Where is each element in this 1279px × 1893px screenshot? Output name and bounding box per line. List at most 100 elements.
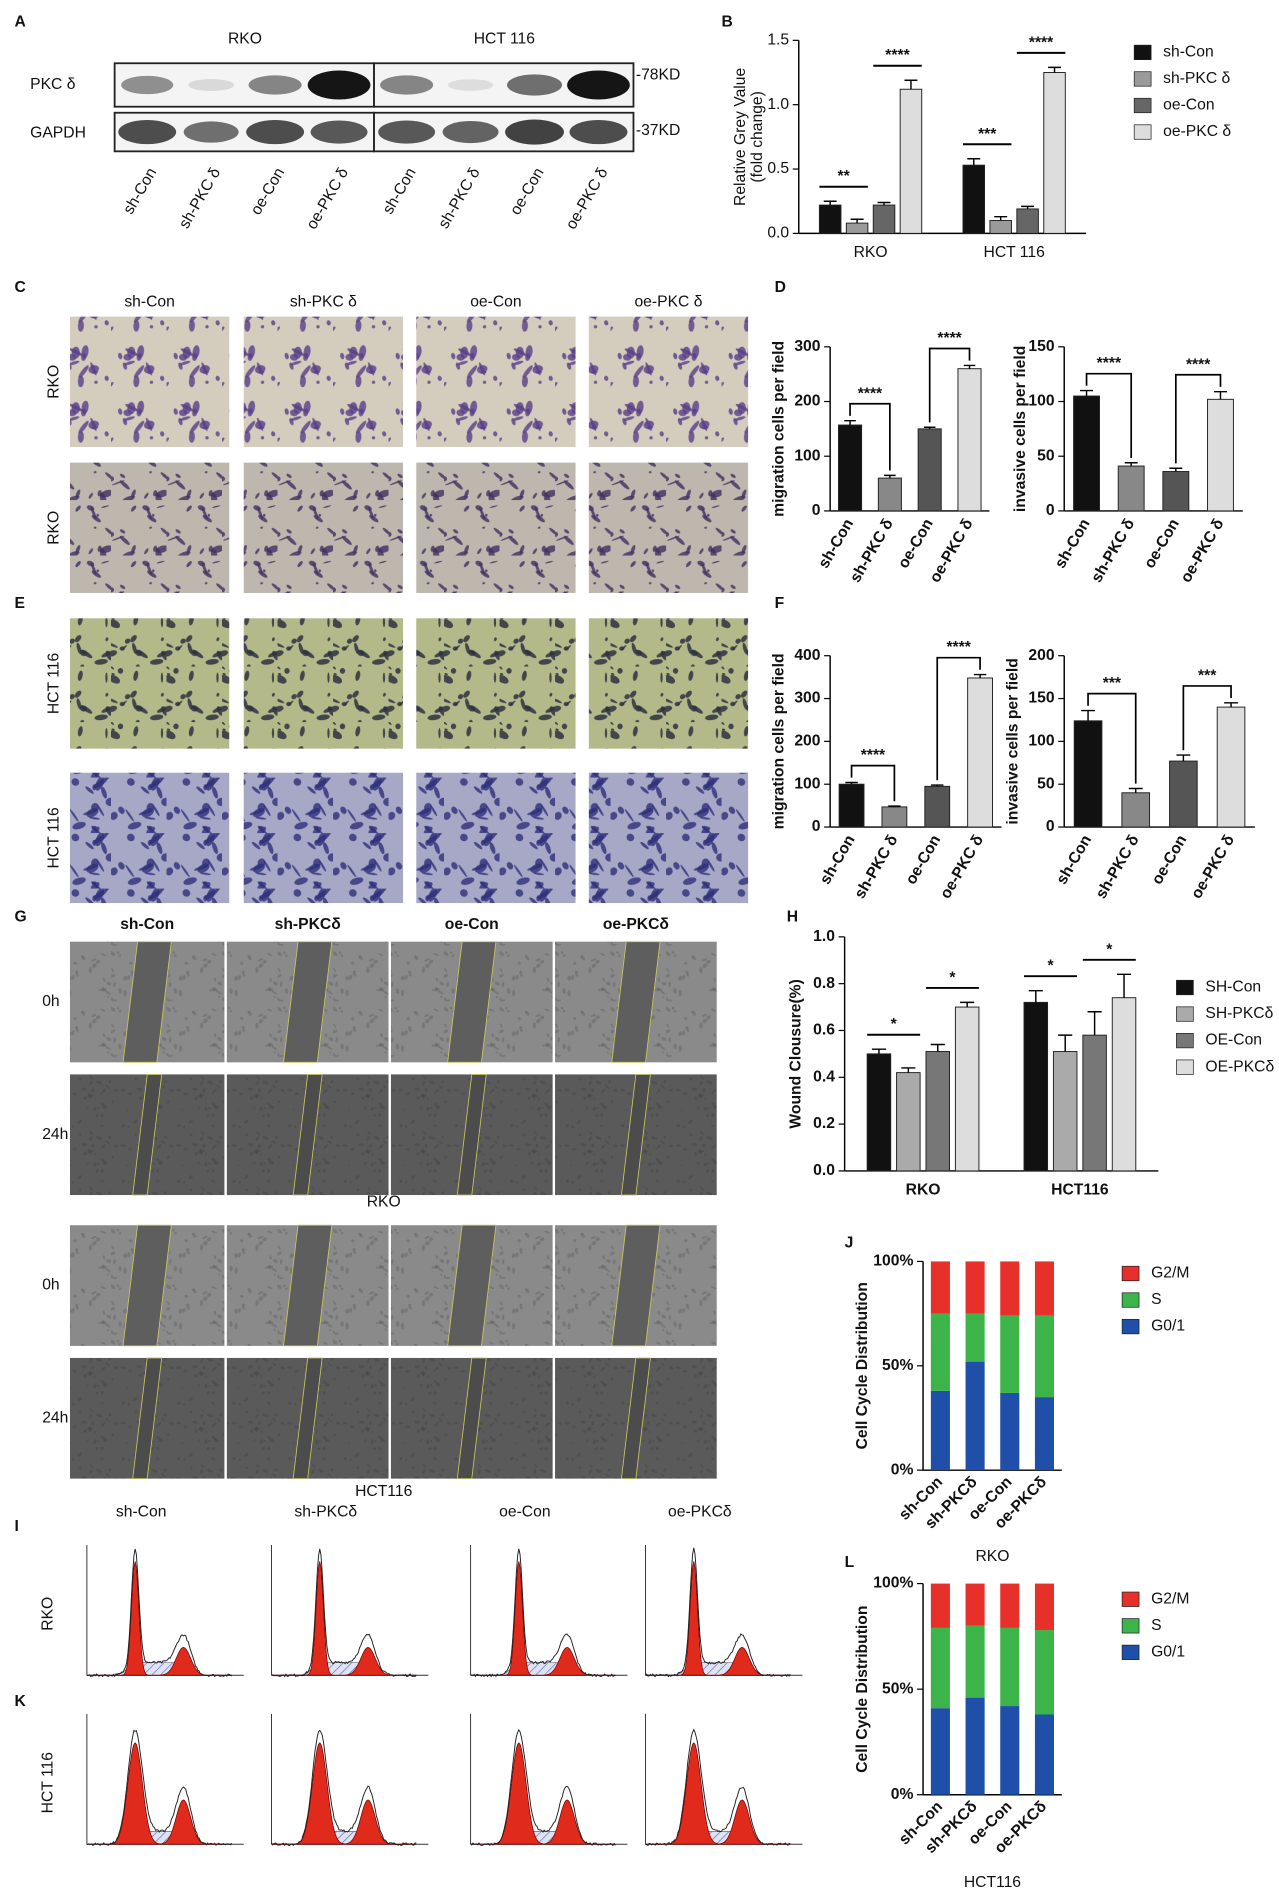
legend-label: sh-Con bbox=[1163, 44, 1214, 61]
micrograph bbox=[243, 462, 404, 593]
significance-bracket bbox=[849, 402, 891, 471]
lane-label: sh-PKC δ bbox=[176, 165, 224, 232]
row-label: RKO bbox=[45, 365, 62, 399]
x-tick-label: oe-PKC δ bbox=[937, 832, 987, 902]
significance-bracket bbox=[850, 764, 896, 802]
x-tick-label: sh-PKC δ bbox=[851, 832, 901, 902]
panel-letter: H bbox=[787, 909, 798, 926]
blot-band bbox=[505, 119, 564, 145]
y-tick-label: 100 bbox=[794, 447, 820, 464]
x-tick-label: sh-Con bbox=[815, 516, 857, 571]
wound-gap bbox=[292, 1357, 323, 1480]
blot-band bbox=[118, 119, 177, 145]
bar bbox=[1117, 465, 1145, 512]
micrograph bbox=[588, 316, 749, 447]
legend-label: SH-Con bbox=[1205, 979, 1261, 996]
bar bbox=[924, 785, 951, 828]
y-tick-label: 0 bbox=[812, 818, 821, 835]
legend-swatch bbox=[1133, 71, 1152, 87]
wound-gap bbox=[456, 1073, 487, 1196]
row-label: 24h bbox=[42, 1126, 68, 1143]
error-bar bbox=[1116, 973, 1132, 998]
column-header: oe-PKCδ bbox=[603, 916, 669, 933]
significance-bracket bbox=[1174, 373, 1222, 464]
bar-segment bbox=[930, 1390, 950, 1471]
wound-gap bbox=[122, 1224, 172, 1347]
micrograph bbox=[588, 772, 749, 904]
error-bar bbox=[904, 79, 918, 90]
hist-outline bbox=[86, 1548, 232, 1678]
significance-stars: **** bbox=[1186, 356, 1211, 373]
bar-segment bbox=[1000, 1315, 1020, 1393]
significance-stars: *** bbox=[978, 126, 997, 143]
y-tick-label: 300 bbox=[794, 690, 820, 707]
blot-band bbox=[380, 75, 434, 95]
x-tick-label: HCT116 bbox=[1051, 1181, 1109, 1198]
hist-g1-peak bbox=[645, 1561, 791, 1676]
x-axis-label: RKO bbox=[975, 1548, 1009, 1565]
y-tick-label: 100 bbox=[794, 775, 820, 792]
bar bbox=[838, 783, 865, 828]
hist-s-phase bbox=[470, 1662, 616, 1676]
legend-swatch bbox=[1121, 1644, 1140, 1660]
hist-outline bbox=[271, 1548, 417, 1678]
x-tick-label: oe-Con bbox=[903, 832, 945, 887]
y-tick-label: 0.8 bbox=[813, 975, 835, 992]
micrograph bbox=[69, 618, 230, 749]
hist-outline bbox=[470, 1728, 616, 1847]
bar bbox=[1082, 1034, 1107, 1172]
wound-gap bbox=[620, 1357, 651, 1480]
panel-letter: J bbox=[845, 1234, 854, 1251]
bar-segment bbox=[1034, 1583, 1055, 1631]
legend-label: G2/M bbox=[1151, 1590, 1189, 1607]
bar bbox=[1016, 208, 1039, 234]
hist-s-phase bbox=[86, 1831, 232, 1845]
panel-letter: G bbox=[14, 909, 26, 926]
significance-stars: *** bbox=[1103, 675, 1122, 692]
x-tick-label: RKO bbox=[854, 244, 888, 261]
bar bbox=[899, 88, 923, 234]
legend-label: OE-Con bbox=[1205, 1032, 1262, 1049]
y-tick-label: 0.0 bbox=[767, 225, 789, 242]
column-header: oe-Con bbox=[499, 1504, 550, 1521]
blot-band bbox=[310, 120, 368, 144]
lane-label: sh-Con bbox=[120, 165, 160, 217]
bar bbox=[1121, 792, 1151, 828]
error-bar bbox=[850, 218, 864, 224]
significance-stars: * bbox=[949, 969, 956, 986]
micrograph bbox=[243, 618, 404, 749]
bar bbox=[838, 424, 863, 512]
micrograph bbox=[416, 316, 576, 447]
y-tick-label: 0 bbox=[1046, 818, 1055, 835]
wound-gap bbox=[611, 941, 661, 1063]
lane-label: oe-Con bbox=[507, 165, 547, 218]
y-tick-label: 1.0 bbox=[767, 96, 789, 113]
panel-letter: C bbox=[14, 279, 25, 296]
error-bar bbox=[923, 426, 936, 429]
significance-stars: **** bbox=[937, 330, 962, 347]
hist-outline bbox=[470, 1548, 616, 1678]
y-tick-label: 100% bbox=[873, 1253, 913, 1270]
y-tick-label: 100% bbox=[873, 1575, 913, 1592]
y-tick-label: 0% bbox=[891, 1786, 914, 1803]
significance-stars: * bbox=[1106, 941, 1113, 958]
error-bar bbox=[884, 474, 896, 479]
protein-label: GAPDH bbox=[30, 124, 86, 141]
panel-letter: L bbox=[845, 1554, 855, 1571]
legend-swatch bbox=[1176, 1033, 1194, 1049]
column-header: sh-Con bbox=[120, 916, 174, 933]
blot-band bbox=[188, 79, 235, 91]
y-tick-label: 0 bbox=[1046, 502, 1055, 519]
bar bbox=[1073, 720, 1103, 828]
x-tick-label: oe-Con bbox=[1141, 516, 1183, 571]
blot-band bbox=[246, 119, 305, 145]
bar bbox=[866, 1053, 892, 1172]
error-bar bbox=[960, 1001, 975, 1008]
y-axis-label: (fold change) bbox=[749, 91, 766, 182]
hist-outline bbox=[645, 1728, 791, 1847]
error-bar bbox=[1169, 467, 1183, 472]
legend-label: OE-PKCδ bbox=[1205, 1058, 1274, 1075]
wound-gap bbox=[283, 1224, 333, 1347]
legend-swatch bbox=[1121, 1591, 1140, 1607]
y-axis-label: Relative Grey Value bbox=[732, 67, 749, 205]
